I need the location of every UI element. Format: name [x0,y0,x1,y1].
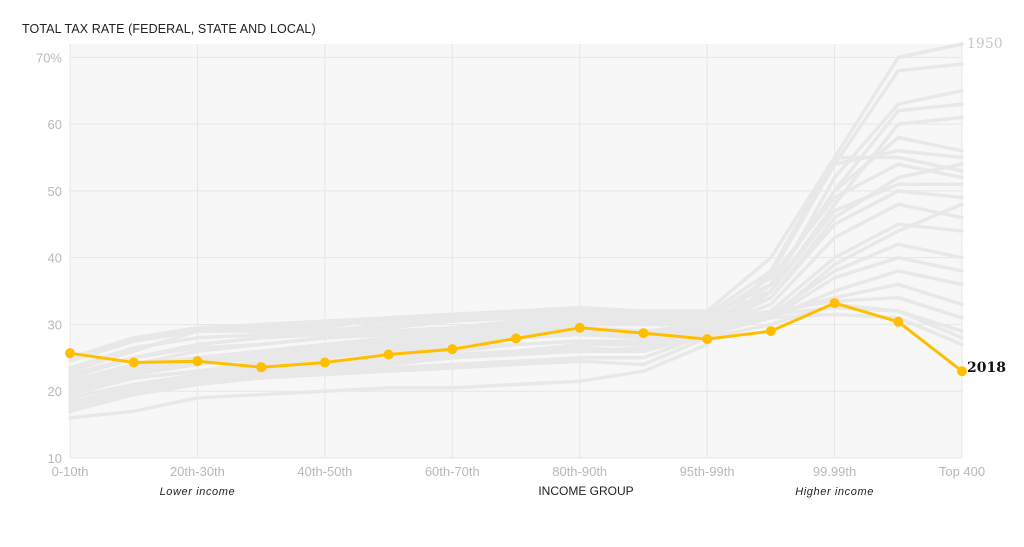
highlight-series-2018 [65,298,967,377]
highlight-point [447,344,458,355]
highlight-point [829,298,840,309]
highlight-point [511,333,521,344]
highlight-point [192,356,203,367]
x-tick-label: 20th-30th [170,464,225,479]
x-tick-label: Top 400 [939,464,985,479]
x-tick-label: 99.99th [813,464,856,479]
y-tick-label: 10 [48,451,62,466]
x-axis-title: INCOME GROUP [538,484,633,498]
history-line [68,42,964,414]
history-line [68,88,964,420]
x-tick-label: 40th-50th [297,464,352,479]
highlight-point [765,326,776,337]
highlight-point [893,316,904,327]
y-tick-label: 70% [36,50,62,65]
y-tick-label: 30 [48,317,62,332]
x-tick-label: 0-10th [52,464,89,479]
axis-labels: 10 20 30 40 50 60 70% 0-10th 20th-30th 40th-50th 6… [36,50,985,479]
history-line [68,306,964,360]
history-line [68,162,964,383]
history-line [68,295,964,370]
highlight-point [957,366,967,377]
highlight-point [638,328,649,339]
y-tick-label: 50 [48,184,62,199]
x-tick-label: 95th-99th [680,464,735,479]
highlight-point [65,348,75,359]
series-label-1950: 1950 [967,36,1003,52]
y-tick-label: 40 [48,251,62,266]
highlight-point [319,357,330,368]
highlight-point [383,349,394,360]
history-line [68,182,964,380]
chart-title: TOTAL TAX RATE (FEDERAL, STATE AND LOCAL… [22,22,316,36]
highlight-point [256,362,267,373]
series-label-2018: 2018 [967,360,1006,376]
y-tick-label: 60 [48,117,62,132]
highlight-point [702,334,713,345]
highlight-point [128,357,139,368]
history-line [68,242,964,410]
x-tick-label: 80th-90th [552,464,607,479]
y-tick-label: 20 [48,384,62,399]
x-tick-label: 60th-70th [425,464,480,479]
x-sublabel-higher-income: Higher income [795,486,874,498]
x-sublabel-lower-income: Lower income [160,486,236,498]
highlight-point [574,322,585,333]
